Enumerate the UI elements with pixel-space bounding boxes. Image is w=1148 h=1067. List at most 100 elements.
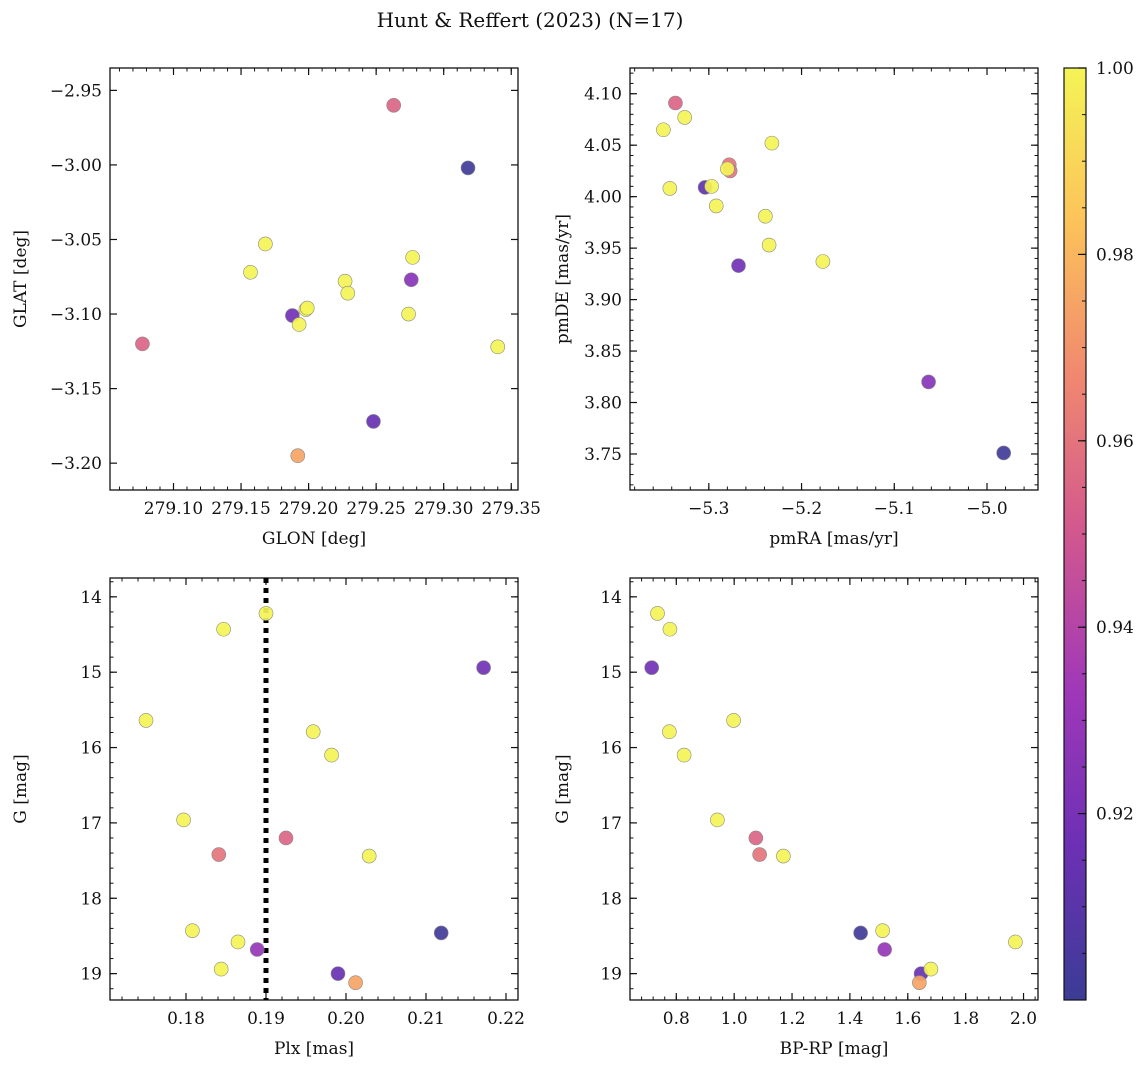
y-tick-label: −3.05	[50, 230, 102, 250]
data-point	[291, 317, 307, 332]
data-point	[185, 923, 200, 938]
x-tick-label: 0.19	[247, 1009, 285, 1029]
data-point	[405, 250, 420, 265]
colorbar-tick-label: 0.92	[1096, 805, 1134, 825]
data-point	[348, 975, 363, 990]
data-point	[213, 961, 229, 977]
y-tick-label: 4.00	[584, 188, 622, 208]
data-point	[720, 161, 735, 177]
data-point	[305, 724, 321, 740]
x-tick-label: −5.3	[688, 499, 729, 519]
y-tick-label: 3.90	[584, 291, 622, 311]
y-tick-label: 3.95	[584, 239, 622, 259]
data-point	[366, 414, 381, 429]
data-point	[650, 606, 665, 621]
x-tick-label: 1.6	[894, 1009, 921, 1029]
y-tick-label: −3.10	[50, 305, 102, 325]
axes-frame	[109, 577, 519, 1001]
colorbar: 0.92 0.94 0.96 0.98 1.00	[1063, 59, 1134, 1001]
data-point	[996, 445, 1011, 461]
panel-bprp_g: 0.8 1.0 1.2 1.4 1.6 1.8 2.0 14 15 16 17 18 19 BP-RP […	[553, 577, 1039, 1059]
x-axis-label: Plx [mas]	[274, 1039, 354, 1059]
data-point	[230, 934, 246, 950]
data-point	[211, 847, 227, 862]
y-tick-label: 3.85	[584, 342, 622, 362]
data-point	[324, 747, 339, 763]
data-point	[668, 95, 683, 111]
data-point	[752, 847, 767, 862]
figure-title: Hunt & Reffert (2023) (N=17)	[377, 8, 684, 32]
data-point	[677, 110, 693, 125]
data-point	[758, 208, 773, 224]
data-point	[460, 160, 476, 176]
data-point	[764, 135, 780, 151]
x-tick-label: 1.0	[721, 1009, 748, 1029]
panel-plx_g: 0.18 0.19 0.20 0.21 0.22 14 15 16 17 18 19 Plx [mas…	[11, 577, 525, 1059]
data-point	[921, 374, 936, 390]
data-point	[923, 961, 939, 977]
scatter-points	[656, 95, 1011, 461]
x-tick-label: −5.2	[781, 499, 822, 519]
data-point	[216, 621, 231, 637]
y-axis-label: G [mag]	[11, 754, 31, 823]
data-point	[731, 258, 746, 273]
x-tick-label: 2.0	[1010, 1009, 1037, 1029]
data-point	[1008, 934, 1023, 950]
data-point	[386, 97, 402, 113]
y-axis-label: pmDE [mas/yr]	[553, 214, 573, 344]
x-axis-label: pmRA [mas/yr]	[769, 529, 898, 549]
data-point	[704, 179, 719, 194]
x-tick-label: 0.22	[487, 1009, 525, 1029]
y-tick-label: 3.75	[584, 445, 622, 465]
axes-frame	[629, 67, 1039, 491]
panel-glon_glat: 279.10 279.15 279.20 279.25 279.30 279.35 −2.9…	[11, 67, 541, 549]
scatter-points	[138, 606, 491, 990]
colorbar-tick-label: 1.00	[1096, 59, 1134, 79]
data-point	[299, 300, 315, 316]
axes-frame	[109, 67, 519, 491]
x-tick-label: 1.4	[836, 1009, 863, 1029]
y-tick-label: 16	[80, 739, 102, 759]
data-point	[361, 848, 377, 864]
x-tick-label: 279.20	[279, 499, 338, 519]
data-point	[433, 925, 449, 941]
data-point	[761, 237, 777, 253]
data-point	[776, 848, 791, 864]
colorbar-tick-label: 0.94	[1096, 618, 1134, 638]
y-axis-label: G [mag]	[553, 754, 573, 823]
x-axis-label: BP-RP [mag]	[780, 1039, 889, 1059]
y-axis-label: GLAT [deg]	[11, 230, 31, 328]
data-point	[330, 966, 346, 981]
x-tick-label: 0.18	[167, 1009, 205, 1029]
colorbar-tick-label: 0.96	[1096, 432, 1134, 452]
data-point	[815, 254, 831, 269]
y-tick-label: 4.05	[584, 136, 622, 156]
data-point	[401, 306, 416, 322]
data-point	[258, 606, 274, 621]
x-tick-label: 279.10	[144, 499, 203, 519]
y-tick-label: −2.95	[50, 81, 102, 101]
x-tick-label: 0.20	[327, 1009, 365, 1029]
x-tick-label: −5.1	[874, 499, 915, 519]
y-tick-label: 14	[80, 588, 102, 608]
y-tick-label: 4.10	[584, 85, 622, 105]
data-point	[135, 336, 150, 352]
x-tick-label: −5.0	[966, 499, 1007, 519]
x-tick-label: 1.2	[779, 1009, 806, 1029]
colorbar-tick-label: 0.98	[1096, 245, 1134, 265]
data-point	[912, 975, 927, 990]
data-point	[644, 660, 660, 675]
data-point	[243, 264, 258, 280]
data-point	[662, 181, 678, 196]
data-point	[138, 713, 154, 728]
scatter-points	[644, 606, 1023, 990]
data-point	[278, 830, 294, 846]
data-point	[726, 713, 741, 728]
data-point	[403, 272, 419, 288]
y-tick-label: 19	[80, 965, 102, 985]
panels: 279.10 279.15 279.20 279.25 279.30 279.35 −2.9…	[11, 67, 1039, 1059]
y-tick-label: 18	[80, 889, 102, 909]
y-tick-label: 17	[600, 814, 622, 834]
data-point	[258, 236, 273, 252]
